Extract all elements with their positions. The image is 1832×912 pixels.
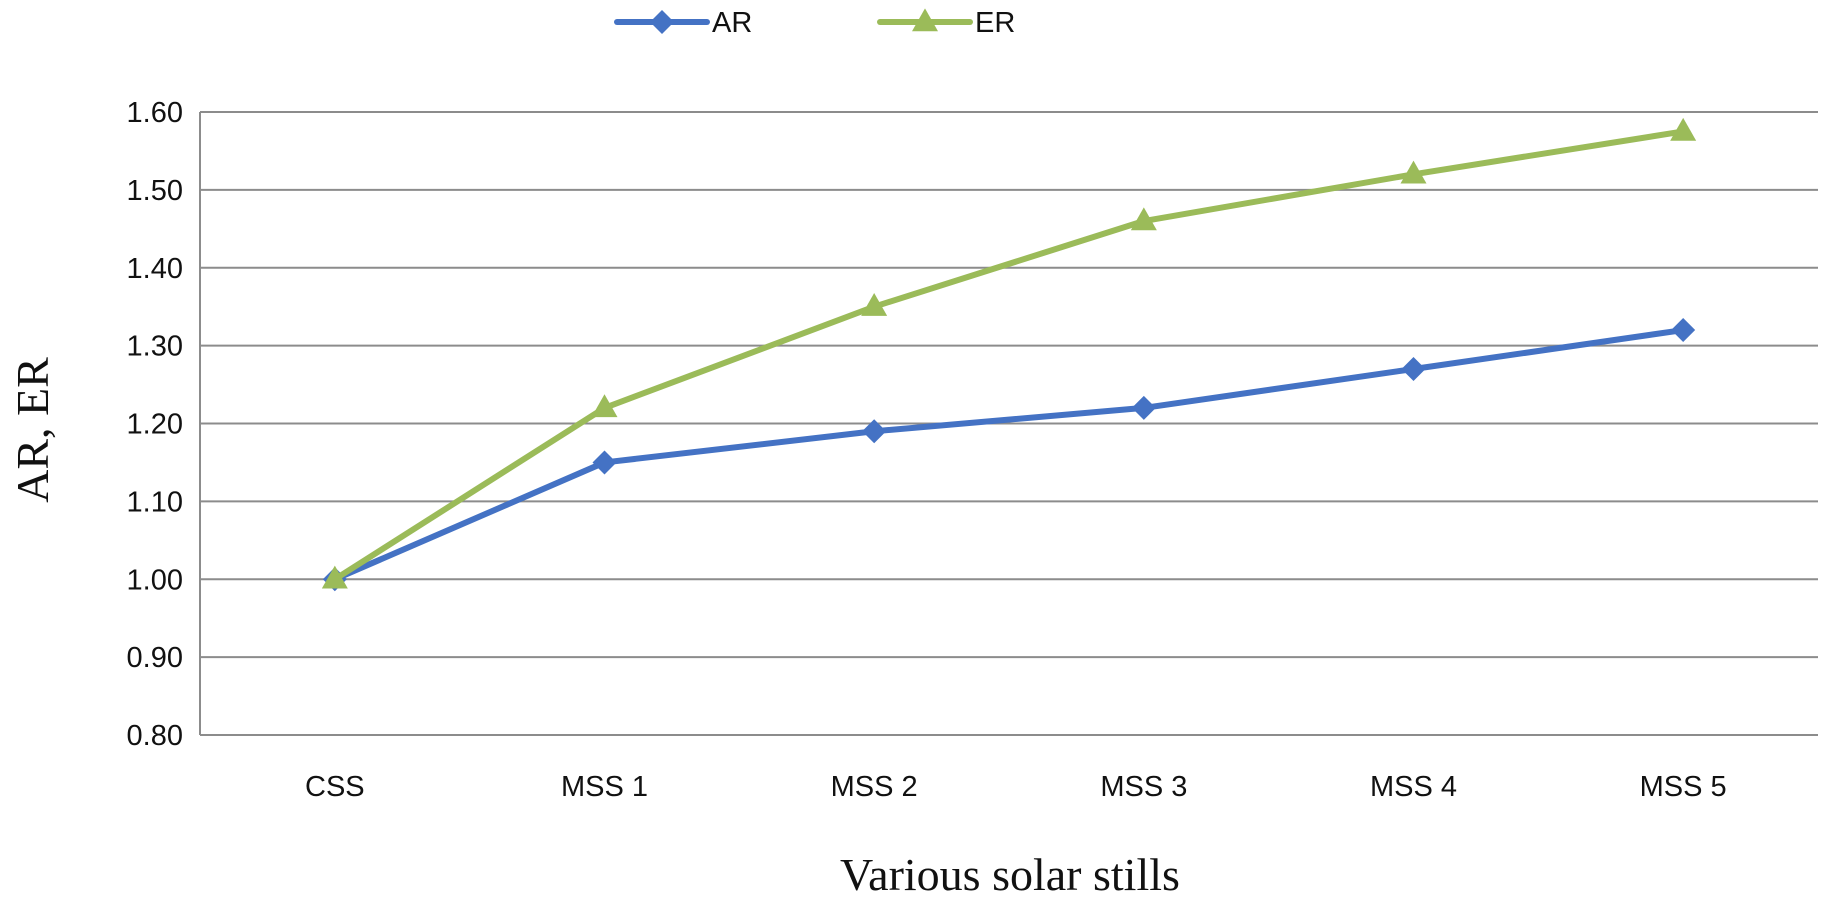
y-tick-label: 1.50 (127, 175, 183, 207)
data-point-er (1670, 117, 1697, 141)
y-tick-label: 0.90 (127, 642, 183, 674)
data-point-ar (862, 419, 887, 444)
series-er (321, 117, 1697, 589)
legend-label: AR (712, 7, 752, 39)
x-tick-label: MSS 1 (561, 771, 648, 803)
gridlines (200, 111, 1818, 659)
x-axis-title: Various solar stills (840, 849, 1180, 900)
data-point-er (861, 293, 888, 316)
y-axis-title: AR, ER (7, 357, 58, 503)
y-tick-label: 0.80 (127, 720, 183, 752)
data-point-ar (1671, 318, 1696, 343)
series (321, 117, 1697, 592)
y-tick-label: 1.30 (127, 331, 183, 363)
y-tick-label: 1.10 (127, 486, 183, 518)
y-tick-label: 1.00 (127, 564, 183, 596)
x-tick-label: MSS 4 (1370, 771, 1457, 803)
y-tick-label: 1.20 (127, 409, 183, 441)
data-point-er (1400, 160, 1427, 184)
x-tick-label: MSS 3 (1100, 771, 1187, 803)
legend-marker (912, 8, 938, 32)
legend-item-er: ER (877, 7, 1015, 39)
legend-item-ar: AR (614, 7, 752, 39)
x-tick-label: MSS 5 (1640, 771, 1727, 803)
axes (199, 112, 1818, 736)
series-line-ar (331, 327, 1687, 583)
data-point-er (321, 565, 348, 589)
legend: AR ER (614, 7, 1015, 39)
legend-label: ER (975, 7, 1015, 39)
x-tick-label: MSS 2 (831, 771, 918, 803)
legend-marker (650, 10, 674, 34)
y-tick-label: 1.40 (127, 253, 183, 285)
data-point-ar (592, 450, 617, 475)
y-tick-labels: 0.80 0.90 1.00 1.10 1.20 1.30 1.40 1.50 1.60 (127, 97, 183, 752)
data-point-er (1130, 207, 1157, 231)
series-line-er (331, 128, 1687, 583)
data-point-er (591, 394, 618, 418)
data-point-ar (1131, 395, 1156, 420)
x-tick-label: CSS (305, 771, 365, 803)
y-tick-label: 1.60 (127, 97, 183, 129)
x-tick-labels: CSS MSS 1 MSS 2 MSS 3 MSS 4 MSS 5 (305, 771, 1727, 803)
data-point-ar (1401, 356, 1426, 381)
